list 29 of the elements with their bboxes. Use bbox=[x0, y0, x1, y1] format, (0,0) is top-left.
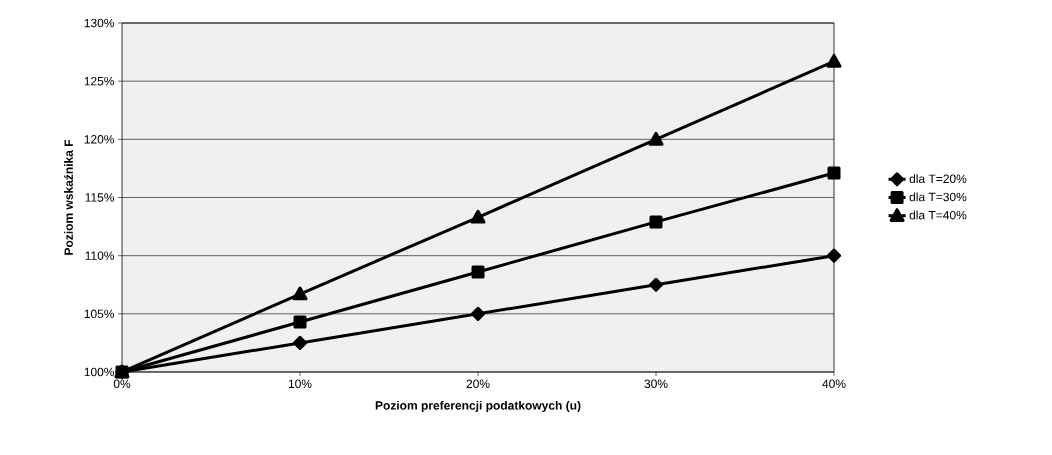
point bbox=[293, 315, 307, 329]
x-tick-label: 10% bbox=[288, 379, 312, 389]
legend-label: dla T=40% bbox=[909, 210, 967, 220]
point bbox=[471, 306, 486, 321]
y-tick-label: 125% bbox=[84, 76, 115, 86]
point bbox=[826, 53, 842, 68]
point bbox=[649, 277, 663, 292]
x-tick-label: 30% bbox=[644, 379, 668, 389]
y-tick-label: 100% bbox=[84, 367, 115, 377]
legend-label: dla T=20% bbox=[909, 174, 967, 183]
point bbox=[649, 215, 663, 229]
y-tick-label: 115% bbox=[85, 193, 115, 202]
point bbox=[470, 209, 486, 224]
point bbox=[827, 166, 841, 180]
y-tick-label: 105% bbox=[84, 309, 115, 319]
x-tick-label: 0% bbox=[113, 379, 131, 389]
y-tick-label: 110% bbox=[85, 251, 115, 260]
point bbox=[471, 265, 485, 279]
point bbox=[648, 131, 664, 146]
y-axis-title: Poziom wskaźnika F bbox=[64, 139, 73, 255]
point bbox=[293, 335, 308, 350]
point bbox=[292, 286, 308, 301]
x-axis-title: Poziom preferencji podatkowych (u) bbox=[375, 400, 581, 413]
y-tick-label: 130% bbox=[84, 18, 115, 28]
legend-label: dla T=30% bbox=[909, 192, 967, 202]
y-tick-label: 120% bbox=[84, 135, 115, 144]
point bbox=[827, 248, 841, 263]
x-tick-label: 40% bbox=[822, 379, 846, 389]
x-tick-label: 20% bbox=[466, 379, 490, 389]
